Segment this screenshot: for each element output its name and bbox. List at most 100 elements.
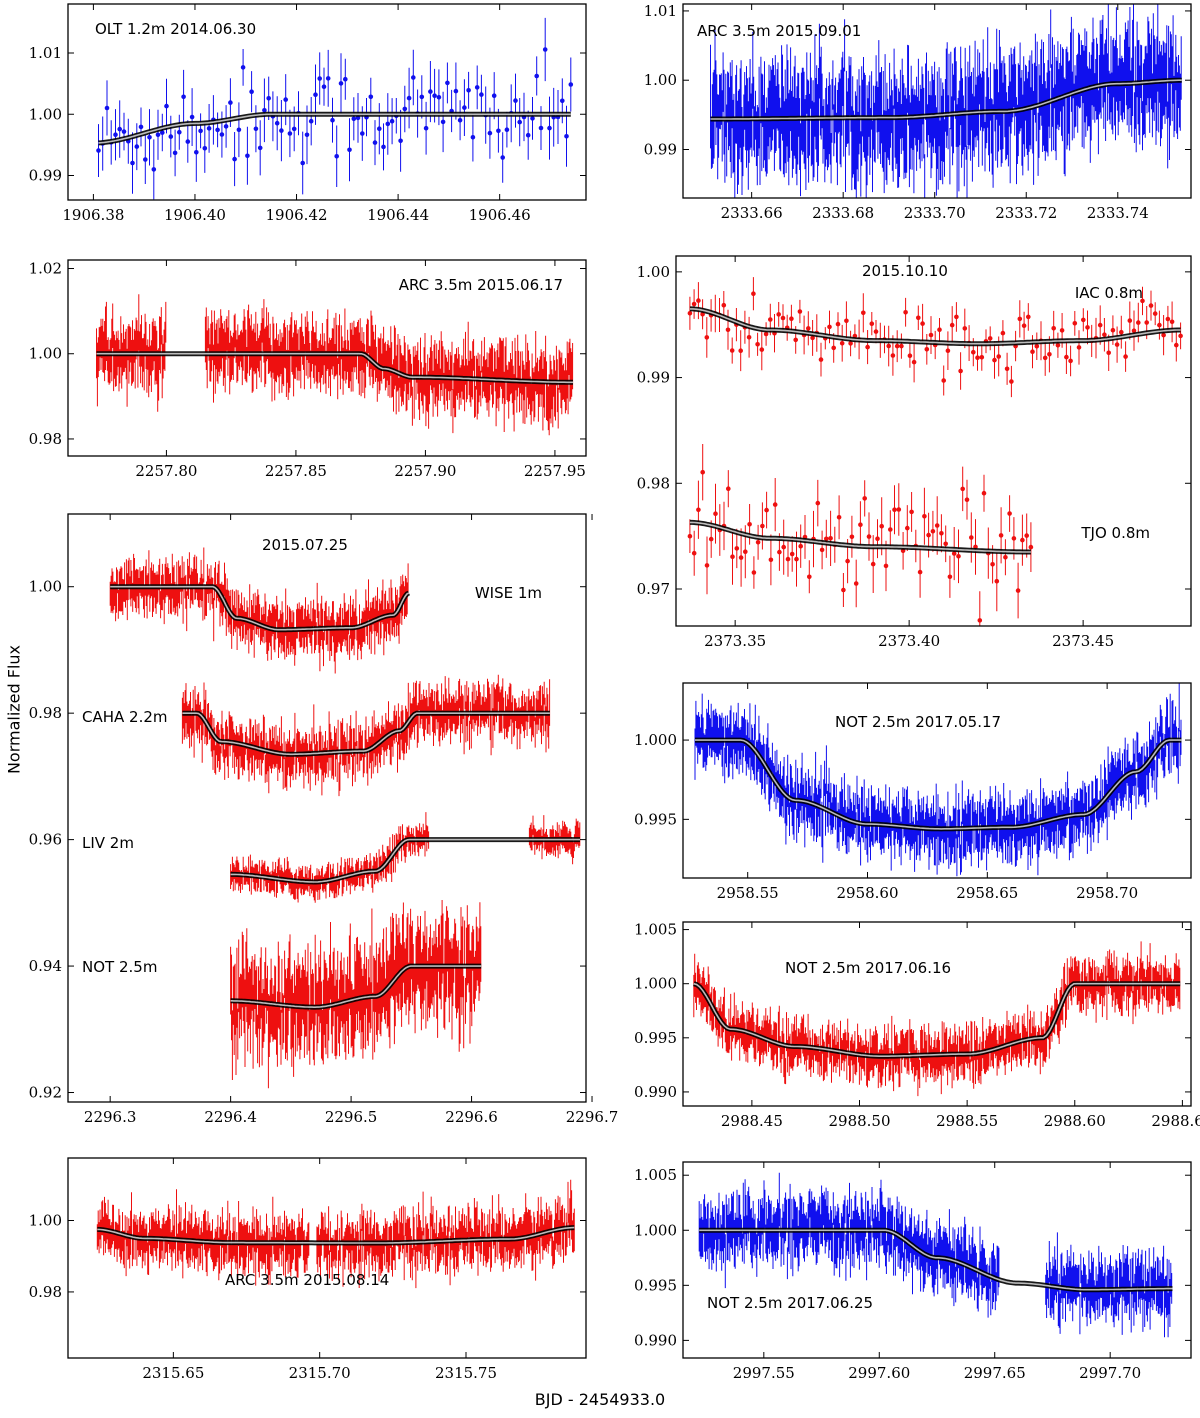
y-tick-label: 1.005 xyxy=(634,921,677,939)
data-point xyxy=(151,167,157,172)
x-tick-label: 2988.45 xyxy=(721,1112,783,1130)
data-point xyxy=(513,98,518,103)
data-point xyxy=(964,497,970,503)
model-fit-multi0725-2 xyxy=(230,838,580,883)
data-point xyxy=(1097,322,1103,328)
data-point xyxy=(547,125,552,131)
data-point xyxy=(466,88,471,93)
x-axis-label: BJD - 2454933.0 xyxy=(534,1390,666,1409)
y-tick-label: 0.99 xyxy=(637,369,670,387)
axes-frame-arc0617 xyxy=(67,259,587,457)
x-tick-label: 1906.46 xyxy=(469,206,531,224)
data-point xyxy=(1042,355,1048,361)
data-point xyxy=(172,150,178,156)
data-point xyxy=(760,523,765,529)
data-point xyxy=(764,507,769,513)
data-point xyxy=(245,153,250,159)
data-point xyxy=(794,556,799,562)
data-point xyxy=(747,522,752,527)
plot-area-arc0617 xyxy=(96,294,574,436)
data-point xyxy=(538,125,544,131)
axes-frame-not0616 xyxy=(682,921,1192,1107)
data-point xyxy=(1003,555,1008,560)
data-point xyxy=(789,551,795,557)
y-tick-label: 0.92 xyxy=(29,1084,62,1102)
data-point xyxy=(831,345,836,351)
data-point xyxy=(1161,332,1166,338)
model-fit-multi0725-1 xyxy=(182,712,550,756)
data-point xyxy=(266,96,272,101)
data-point xyxy=(763,331,769,337)
data-point xyxy=(738,555,744,560)
data-point xyxy=(810,335,815,341)
model-fit-arc0814-0 xyxy=(97,1226,575,1244)
data-point xyxy=(1000,330,1006,336)
data-point xyxy=(926,532,931,538)
data-point xyxy=(924,347,930,352)
model-fit-not0625-0 xyxy=(699,1229,1173,1291)
data-point xyxy=(824,536,829,542)
y-axis-label: Normalized Flux xyxy=(4,640,24,780)
y-tick-label: 0.98 xyxy=(29,704,62,722)
data-point xyxy=(849,534,855,540)
data-point xyxy=(143,157,148,162)
y-tick-label: 1.02 xyxy=(29,260,62,278)
data-point xyxy=(1178,333,1183,339)
data-point xyxy=(1114,342,1120,347)
data-series-arc0617-0 xyxy=(96,294,574,436)
data-point xyxy=(1123,354,1128,359)
data-point xyxy=(862,496,867,501)
data-point xyxy=(969,535,974,540)
plot-area-multi0725 xyxy=(109,547,581,1089)
plot-area-not0517 xyxy=(694,683,1182,877)
data-point xyxy=(432,93,437,98)
data-point xyxy=(861,310,866,316)
data-point xyxy=(879,523,884,529)
data-point xyxy=(992,357,997,363)
data-point xyxy=(730,554,735,559)
data-point xyxy=(457,118,463,123)
data-point xyxy=(1028,544,1034,550)
data-series-arc0901-0 xyxy=(710,4,1182,198)
y-tick-label: 0.995 xyxy=(634,1029,677,1047)
data-point xyxy=(819,547,825,553)
data-point xyxy=(768,557,774,563)
data-series-multi0725-0 xyxy=(109,547,409,674)
data-point xyxy=(866,534,872,539)
data-points-multi0725-0 xyxy=(109,547,409,674)
data-point xyxy=(1165,316,1171,322)
data-point xyxy=(896,507,902,512)
y-tick-label: 0.995 xyxy=(634,810,677,828)
x-tick-label: 2296.5 xyxy=(325,1108,378,1126)
data-point xyxy=(755,540,761,545)
data-point xyxy=(751,570,757,575)
panel-title-arc0901: ARC 3.5m 2015.09.01 xyxy=(697,22,861,40)
model-fit-multi0725-3 xyxy=(230,965,482,1008)
data-point xyxy=(1131,328,1137,334)
data-point xyxy=(909,509,914,515)
data-point xyxy=(721,302,727,308)
data-point xyxy=(411,75,416,80)
data-point xyxy=(291,126,297,132)
axes-frame-not0625 xyxy=(682,1161,1192,1359)
data-point xyxy=(785,556,791,562)
data-points-not0625-0 xyxy=(698,1172,1173,1338)
plot-area-olt xyxy=(96,17,574,200)
data-point xyxy=(500,155,506,160)
data-point xyxy=(96,148,101,153)
data-point xyxy=(313,92,318,97)
data-point xyxy=(1136,320,1141,325)
data-point xyxy=(1011,536,1017,541)
x-tick-label: 2958.70 xyxy=(1076,884,1138,902)
y-tick-label: 0.99 xyxy=(644,141,677,159)
data-point xyxy=(398,138,403,144)
x-tick-label: 2315.70 xyxy=(289,1364,351,1382)
data-point xyxy=(564,134,569,139)
data-point xyxy=(687,533,693,539)
data-point xyxy=(304,132,310,138)
model-fit-multi0725-0 xyxy=(110,585,410,631)
data-point xyxy=(696,298,701,303)
data-point xyxy=(1007,511,1012,516)
data-point xyxy=(445,80,450,86)
